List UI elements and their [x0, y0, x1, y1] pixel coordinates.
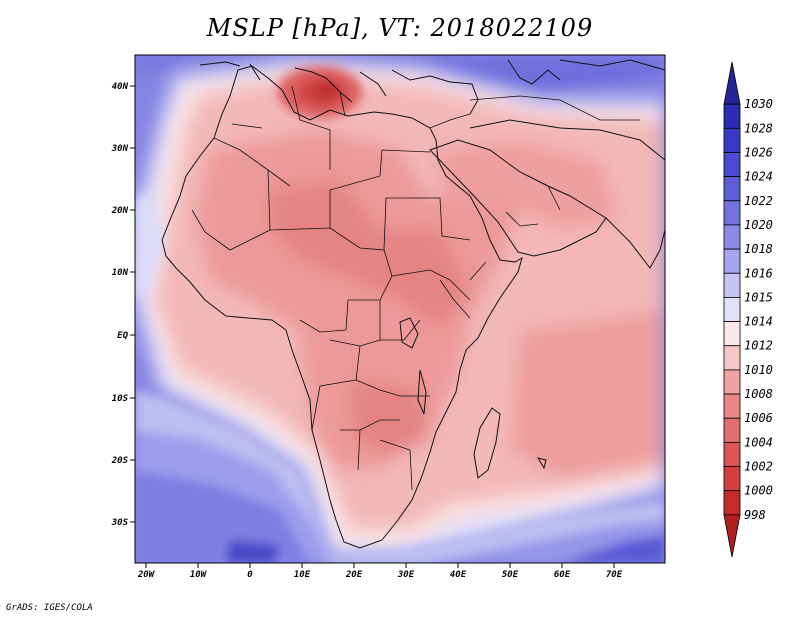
- colorbar-label: 1008: [744, 387, 773, 401]
- map-frame: [134, 54, 666, 564]
- colorbar-label: 1000: [744, 484, 773, 498]
- colorbar-segment: [723, 127, 741, 153]
- colorbar-segment: [723, 514, 741, 558]
- lat-label: 30S: [111, 518, 129, 528]
- colorbar-label: 1016: [744, 266, 773, 280]
- colorbar-label: 1014: [744, 315, 773, 329]
- colorbar-label: 1024: [744, 170, 773, 184]
- lon-label: 40E: [450, 570, 467, 580]
- lat-label: 10S: [112, 394, 129, 404]
- lon-label: 10E: [294, 570, 311, 580]
- colorbar-segment: [723, 417, 741, 443]
- colorbar-label: 1006: [744, 411, 773, 425]
- colorbar-label: 1022: [744, 194, 773, 208]
- pressure-field: [135, 55, 665, 563]
- colorbar-segment: [723, 345, 741, 371]
- lat-label: 40N: [112, 82, 129, 92]
- colorbar-label: 1002: [744, 460, 773, 474]
- coastlines: [161, 59, 665, 549]
- colorbar: 1030 1028 1026 1024 1022 1020 1018 1016 1015 1014…: [723, 61, 773, 558]
- lon-label: 20W: [137, 570, 156, 580]
- colorbar-label: 1028: [744, 121, 773, 135]
- map-title: MSLP [hPa], VT: 2018022109: [206, 14, 594, 42]
- colorbar-label: 1026: [744, 145, 773, 159]
- latitude-axis: 40N 30N 20N 10N EQ 10S 20S 30S: [111, 82, 135, 528]
- colorbar-segment: [723, 224, 741, 250]
- colorbar-label: 1015: [744, 290, 773, 304]
- colorbar-label: 1018: [744, 242, 773, 256]
- footer-credit: GrADS: IGES/COLA: [6, 603, 93, 613]
- lat-label: EQ: [117, 331, 128, 341]
- colorbar-label: 1004: [744, 435, 773, 449]
- lat-label: 20N: [111, 206, 129, 216]
- colorbar-segment: [723, 248, 741, 274]
- colorbar-segment: [723, 152, 741, 178]
- lon-label: 30E: [397, 570, 415, 580]
- lat-label: 20S: [111, 456, 129, 466]
- colorbar-segment: [723, 393, 741, 419]
- colorbar-segment: [723, 200, 741, 226]
- colorbar-label: 1010: [744, 363, 773, 377]
- lat-label: 10N: [112, 268, 129, 278]
- lon-label: 50E: [502, 570, 519, 580]
- lon-label: 10W: [190, 570, 208, 580]
- colorbar-segment: [723, 61, 741, 105]
- colorbar-segment: [723, 490, 741, 516]
- country-borders: [191, 85, 640, 491]
- colorbar-segment: [723, 297, 741, 322]
- lon-label: 70E: [606, 570, 623, 580]
- colorbar-label: 998: [744, 508, 766, 522]
- colorbar-segment: [723, 369, 741, 395]
- lon-label: 60E: [554, 570, 571, 580]
- colorbar-label: 1030: [744, 97, 773, 111]
- lon-label: 20E: [345, 570, 363, 580]
- colorbar-segment: [723, 466, 741, 492]
- colorbar-label: 1020: [744, 218, 773, 232]
- lat-label: 30N: [111, 144, 129, 154]
- colorbar-segment: [723, 441, 741, 467]
- colorbar-segment: [723, 321, 741, 347]
- colorbar-segment: [723, 272, 741, 298]
- lon-label: 0: [247, 570, 253, 580]
- colorbar-segment: [723, 176, 741, 202]
- colorbar-label: 1012: [744, 339, 773, 353]
- colorbar-segment: [723, 103, 741, 129]
- longitude-axis: 20W 10W 0 10E 20E 30E 40E 50E 60E 70E: [137, 563, 623, 580]
